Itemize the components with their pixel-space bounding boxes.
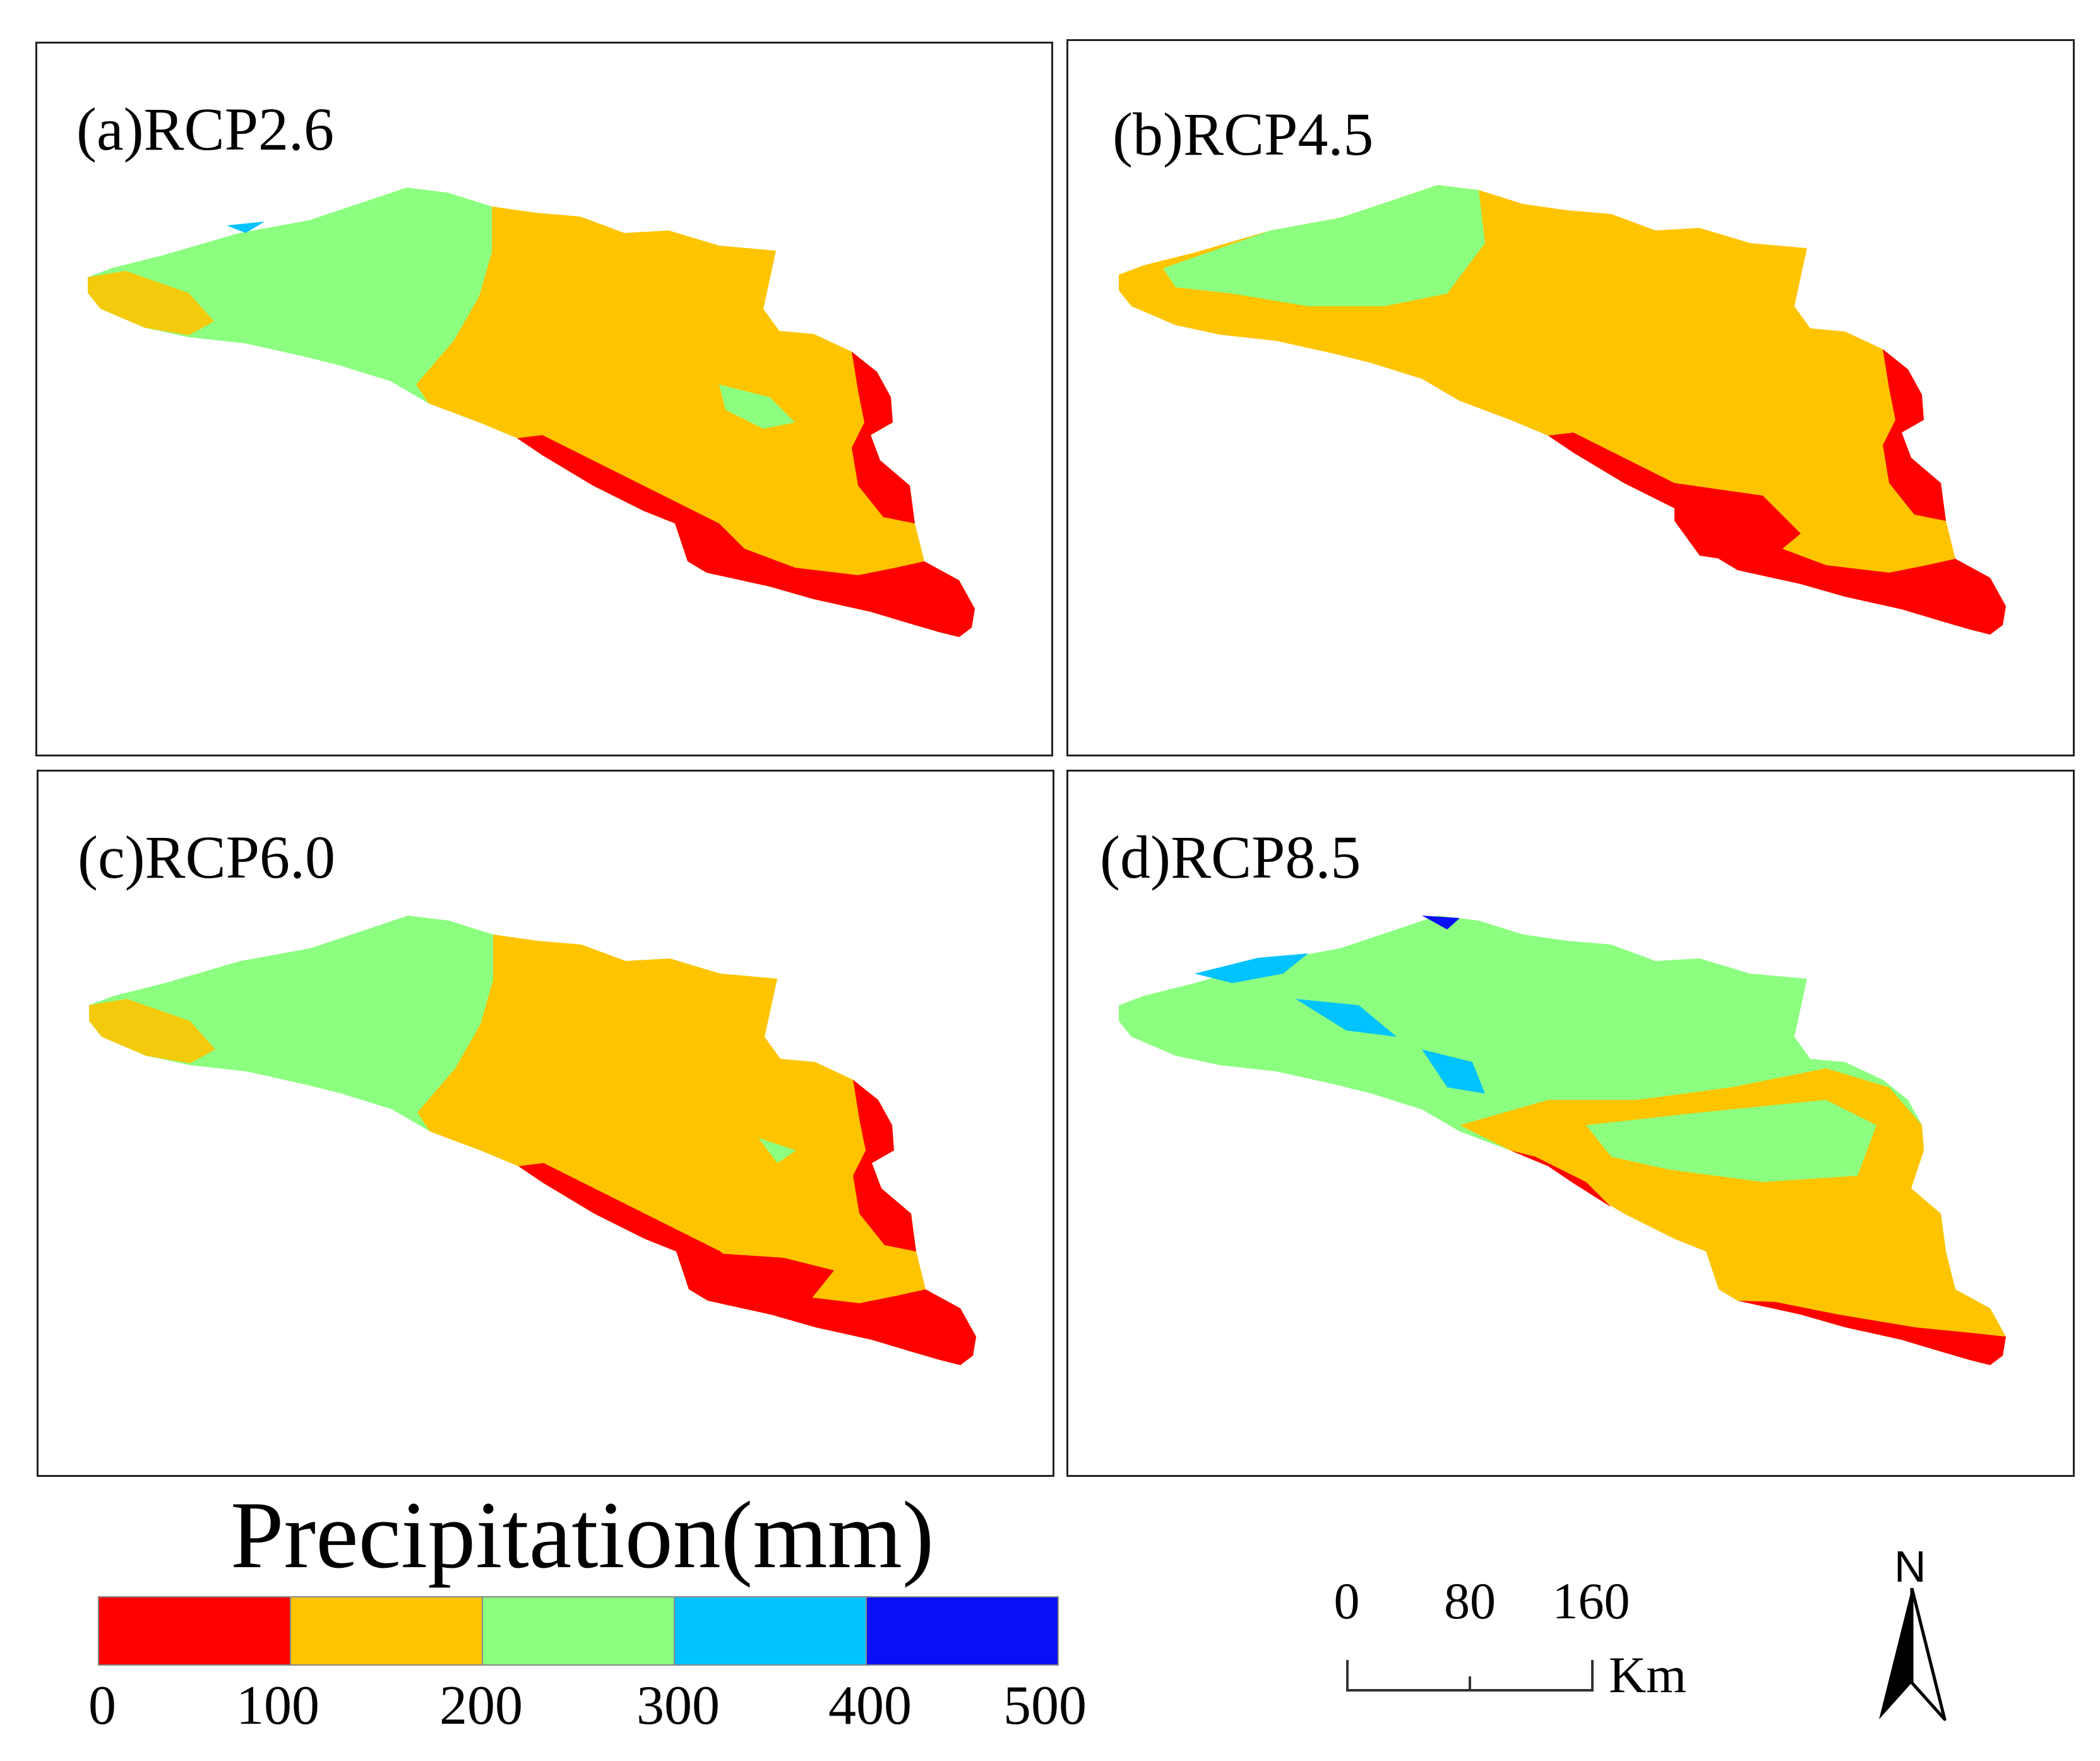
scale-unit: Km	[1609, 1646, 1686, 1704]
legend-swatch	[99, 1597, 291, 1664]
precipitation-zone	[417, 934, 976, 1365]
map-panel-rcp60: (c)RCP6.0	[37, 770, 1054, 1477]
panel-label: (d)RCP8.5	[1100, 823, 1361, 891]
precipitation-zone	[1674, 483, 1801, 565]
precipitation-zone	[853, 1080, 916, 1251]
scale-bar	[1346, 1660, 1594, 1692]
precipitation-map	[1119, 916, 2006, 1365]
panel-label: (b)RCP4.5	[1113, 100, 1374, 168]
legend-tick-label: 0	[88, 1675, 116, 1736]
north-arrow-icon	[1879, 1588, 1947, 1721]
precipitation-zone	[852, 352, 915, 523]
precipitation-map	[89, 916, 976, 1365]
precipitation-zone	[758, 1138, 796, 1163]
precipitation-zone	[1883, 349, 1946, 521]
precipitation-zone	[1195, 953, 1308, 983]
legend-tick-label: 400	[828, 1675, 912, 1736]
legend-swatch	[291, 1597, 483, 1664]
legend-tick-label: 100	[236, 1675, 319, 1736]
legend-tick-label: 200	[439, 1675, 523, 1736]
legend-title: Precipitation(mm)	[230, 1482, 934, 1588]
legend-tick-label: 500	[1003, 1675, 1087, 1736]
precipitation-zone	[89, 999, 215, 1063]
precipitation-zone	[1586, 1100, 1876, 1182]
legend-color-bar	[98, 1596, 1059, 1666]
precipitation-zone	[517, 435, 975, 637]
precipitation-zone	[1296, 999, 1397, 1037]
legend-tick-label: 300	[636, 1675, 720, 1736]
legend-swatch	[867, 1597, 1058, 1664]
map-panel-rcp45: (b)RCP4.5	[1066, 39, 2075, 756]
scale-label: 80	[1444, 1572, 1496, 1630]
precipitation-zone	[227, 222, 265, 233]
scale-label: 160	[1552, 1572, 1630, 1630]
scale-label: 0	[1333, 1572, 1360, 1630]
precipitation-zone	[1422, 916, 1460, 929]
north-label: N	[1894, 1542, 1926, 1591]
precipitation-zone	[518, 1163, 976, 1365]
map-panel-rcp85: (d)RCP8.5	[1066, 770, 2075, 1477]
precipitation-zone	[1548, 433, 2006, 635]
precipitation-map	[88, 188, 975, 637]
precipitation-zone	[1422, 1049, 1485, 1094]
precipitation-zone	[416, 206, 975, 637]
panel-label: (c)RCP6.0	[78, 823, 335, 891]
precipitation-zone	[1738, 1301, 2006, 1365]
precipitation-zone	[689, 1251, 834, 1308]
legend-swatch	[483, 1597, 675, 1664]
panel-label: (a)RCP2.6	[76, 95, 334, 163]
precipitation-map	[1119, 185, 2006, 635]
precipitation-zone	[1163, 185, 1485, 306]
map-panel-rcp26: (a)RCP2.6	[35, 42, 1053, 756]
precipitation-zone	[88, 271, 214, 335]
precipitation-zone	[719, 385, 795, 429]
legend-swatch	[675, 1597, 867, 1664]
precipitation-zone	[1340, 916, 1763, 1100]
